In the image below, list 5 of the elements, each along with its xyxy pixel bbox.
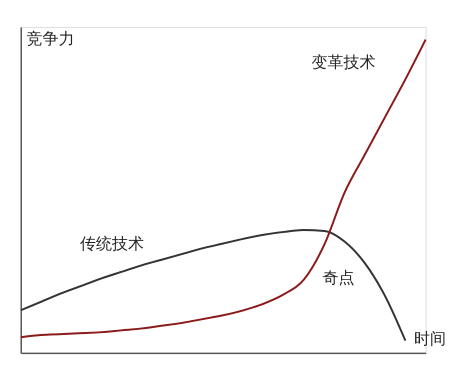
series-label: 传统技术 <box>80 234 144 254</box>
x-axis-title: 时间 <box>414 328 446 348</box>
annotation: 奇点 <box>322 268 354 287</box>
y-axis-title: 竞争力 <box>26 28 75 48</box>
series-label: 变革技术 <box>311 52 376 72</box>
